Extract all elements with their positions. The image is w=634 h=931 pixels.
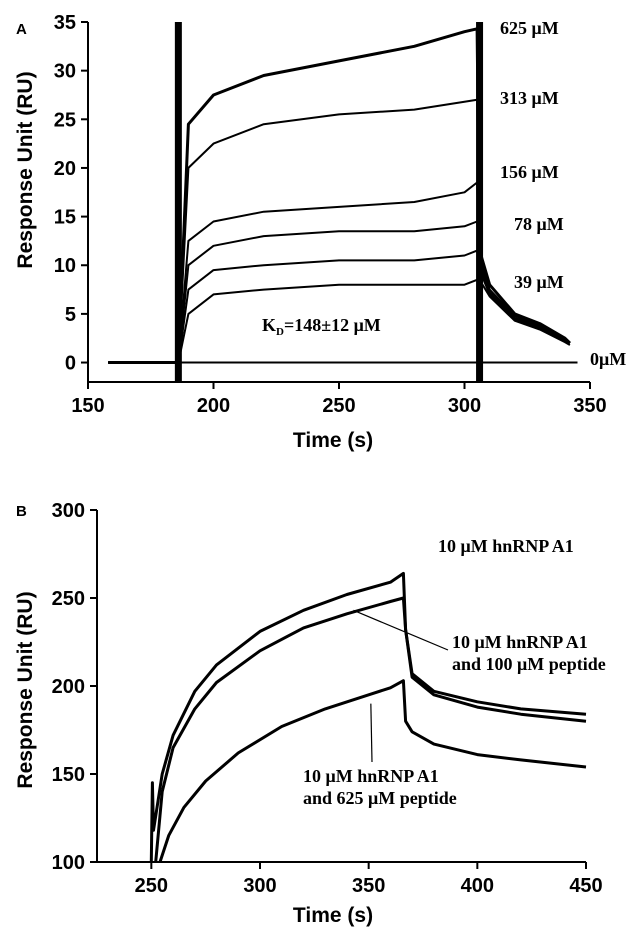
panel-b-series-label-line: 10 μM hnRNP A1: [303, 766, 439, 786]
panel-a-y-tick-label: 35: [54, 12, 76, 34]
panel-a-x-tick-label: 250: [322, 395, 355, 417]
panel-b-label: B: [16, 503, 27, 520]
panel-b-series-label: 10 μM hnRNP A1: [438, 536, 574, 556]
panel-a-series-label: 78 μM: [514, 214, 564, 234]
panel-a-y-axis-title: Response Unit (RU): [14, 71, 37, 268]
panel-a-y-tick-label: 0: [65, 353, 76, 375]
panel-b-series: [149, 571, 587, 863]
panel-a-series: [108, 27, 578, 364]
panel-a-axes: 150 200 250 300 350 0 5 10 15 20 25 30 35: [54, 12, 607, 417]
panel-a-y-tick-label: 20: [54, 158, 76, 180]
panel-b-x-tick-label: 450: [569, 875, 602, 897]
panel-a-y-tick-label: 10: [54, 255, 76, 277]
panel-b-y-axis-title: Response Unit (RU): [14, 591, 37, 788]
panel-a-y-tick-label: 25: [54, 109, 76, 131]
panel-a-y-tick-label: 15: [54, 207, 76, 229]
panel-a-x-tick-label: 150: [71, 395, 104, 417]
panel-a-y-tick-label: 30: [54, 61, 76, 83]
panel-a-label: A: [16, 21, 27, 38]
panel-b-x-axis-title: Time (s): [293, 904, 373, 927]
panel-b-x-tick-label: 300: [243, 875, 276, 897]
panel-a-x-tick-label: 200: [197, 395, 230, 417]
panel-b-series-label-line: and 100 μM peptide: [452, 654, 606, 674]
panel-a: A Response Unit (RU) Time (s) KD=148±12 …: [14, 12, 626, 452]
panel-b: B Response Unit (RU) Time (s) 250 300 350 4…: [14, 500, 606, 927]
panel-a-series-label: 156 μM: [500, 162, 559, 182]
panel-b-series-label: 10 μM hnRNP A1 and 100 μM peptide: [452, 632, 606, 674]
panel-a-x-tick-label: 350: [573, 395, 606, 417]
kd-annotation-rest: =148±12 μM: [284, 315, 381, 335]
panel-b-series-label-line: 10 μM hnRNP A1: [452, 632, 588, 652]
panel-b-y-tick-label: 250: [52, 588, 85, 610]
panel-a-series-label: 313 μM: [500, 88, 559, 108]
panel-a-series-line: [108, 278, 571, 364]
panel-a-y-tick-label: 5: [65, 304, 76, 326]
panel-b-leader-line: [353, 609, 449, 651]
panel-b-series-label-line: 10 μM hnRNP A1: [438, 536, 574, 556]
panel-b-x-tick-label: 250: [135, 875, 168, 897]
panel-a-x-tick-label: 300: [448, 395, 481, 417]
panel-b-leader-line: [370, 703, 373, 763]
panel-b-y-tick-label: 100: [52, 852, 85, 874]
panel-b-x-tick-label: 400: [461, 875, 494, 897]
panel-b-axis-lines: [96, 510, 586, 863]
panel-a-x-axis-title: Time (s): [293, 429, 373, 452]
kd-annotation-k: K: [262, 315, 276, 335]
panel-b-series-label: 10 μM hnRNP A1 and 625 μM peptide: [303, 766, 457, 808]
kd-annotation: KD=148±12 μM: [262, 315, 381, 338]
panel-b-series-label-line: and 625 μM peptide: [303, 788, 457, 808]
panel-b-x-tick-label: 350: [352, 875, 385, 897]
panel-b-axes: 250 300 350 400 450 100 150 200 250 300: [52, 500, 603, 897]
panel-a-series-label: 625 μM: [500, 18, 559, 38]
panel-b-series-line: [158, 679, 587, 863]
panel-a-series-label: 39 μM: [514, 272, 564, 292]
panel-a-series-line: [108, 98, 571, 364]
panel-b-y-tick-label: 200: [52, 676, 85, 698]
panel-b-y-tick-label: 150: [52, 764, 85, 786]
kd-annotation-sub: D: [276, 326, 284, 338]
panel-a-series-line: [108, 27, 571, 364]
panel-a-series-label: 0μM: [590, 349, 626, 369]
panel-b-y-tick-label: 300: [52, 500, 85, 522]
panel-b-series-line: [154, 596, 587, 863]
panel-b-series-line: [149, 571, 587, 863]
panel-a-series-labels: 625 μM 313 μM 156 μM 78 μM 39 μM 0μM: [500, 18, 626, 369]
